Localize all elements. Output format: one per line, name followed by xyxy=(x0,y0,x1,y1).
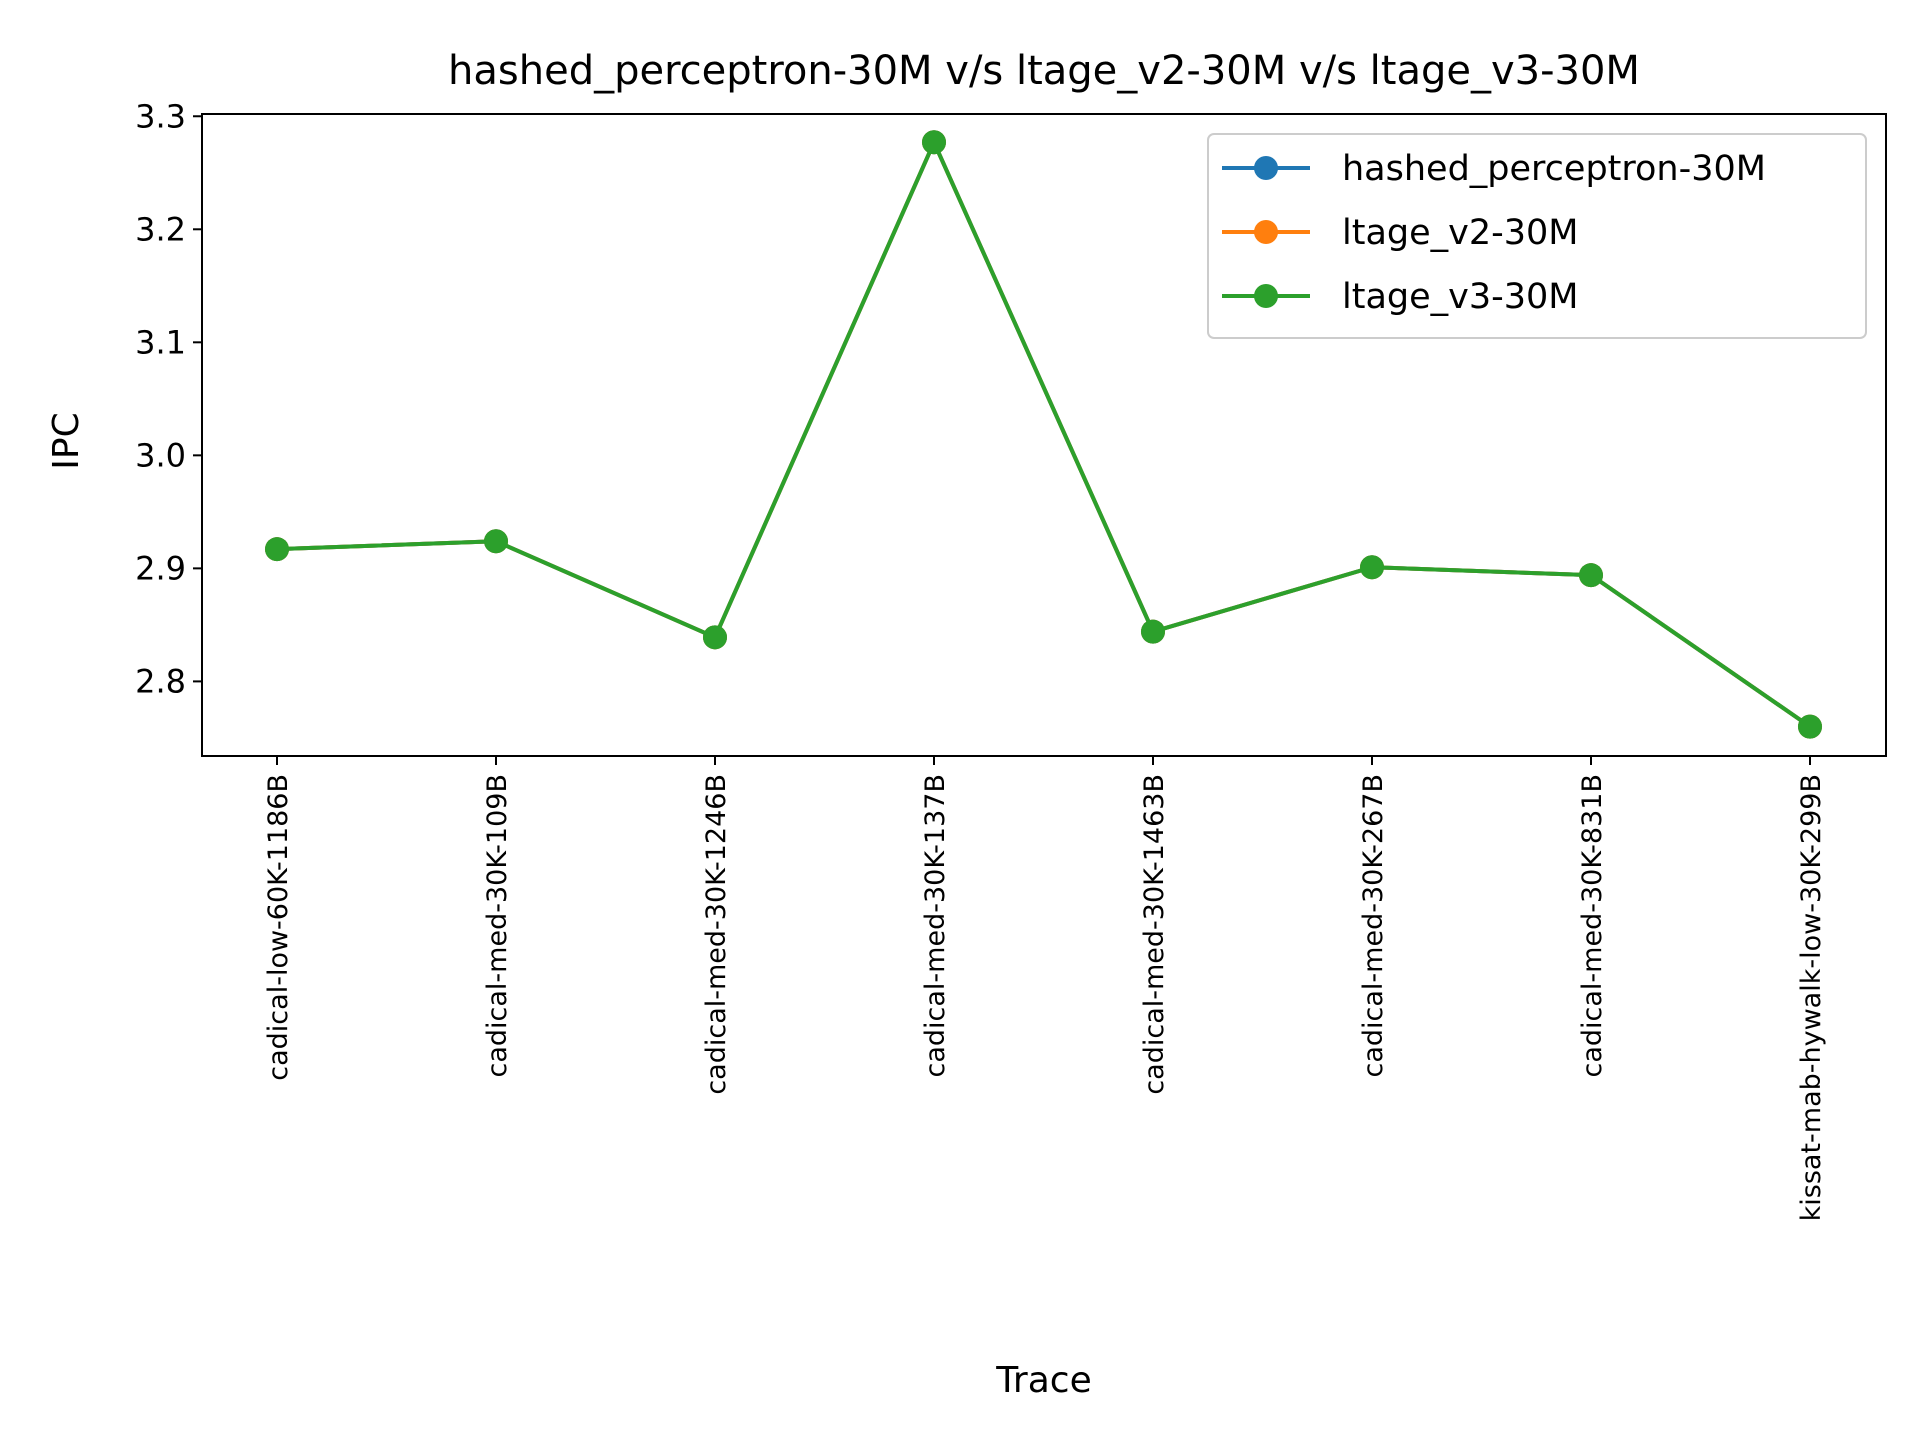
plot-area: 2.8 2.9 3.0 3.1 3.2 3.3 cadical-low-60K-1186B c… xyxy=(135,97,1887,1221)
legend-label: ltage_v3-30M xyxy=(1342,277,1579,317)
x-tick-label: cadical-med-30K-1463B xyxy=(1139,774,1170,1095)
legend-box xyxy=(1207,133,1867,339)
legend-label: ltage_v2-30M xyxy=(1342,213,1579,253)
x-tick-label: kissat-mab-hywalk-low-30K-299B xyxy=(1796,774,1827,1221)
data-point xyxy=(265,537,289,562)
legend-label: hashed_perceptron-30M xyxy=(1342,149,1766,189)
data-point xyxy=(1141,619,1165,644)
y-axis-label: IPC xyxy=(46,412,87,469)
x-tick-label: cadical-med-30K-109B xyxy=(482,774,513,1078)
x-tick-label: cadical-med-30K-267B xyxy=(1358,774,1389,1078)
chart-title: hashed_perceptron-30M v/s ltage_v2-30M v… xyxy=(448,48,1640,94)
data-point xyxy=(703,625,727,650)
data-point xyxy=(484,529,508,554)
y-tick-label: 3.0 xyxy=(135,436,186,474)
y-tick-label: 2.9 xyxy=(135,549,186,587)
data-point xyxy=(922,130,946,155)
legend: hashed_perceptron-30M ltage_v2-30M ltage_v… xyxy=(1207,133,1867,339)
y-tick-label: 2.8 xyxy=(135,662,186,700)
x-tick-label: cadical-med-30K-1246B xyxy=(701,774,732,1095)
data-point xyxy=(1360,555,1384,580)
data-point xyxy=(1798,714,1822,739)
x-axis-label: Trace xyxy=(995,1360,1092,1401)
legend-marker xyxy=(1254,284,1278,308)
data-point xyxy=(1579,563,1603,588)
series-line xyxy=(276,140,1812,729)
x-tick-label: cadical-med-30K-137B xyxy=(920,774,951,1078)
y-tick-label: 3.1 xyxy=(135,323,186,361)
y-tick-label: 3.2 xyxy=(135,210,186,248)
legend-marker xyxy=(1254,156,1278,180)
y-tick-label: 3.3 xyxy=(135,97,186,135)
x-tick-label: cadical-low-60K-1186B xyxy=(263,774,294,1081)
x-tick-label: cadical-med-30K-831B xyxy=(1577,774,1608,1078)
plot-frame xyxy=(201,113,1887,757)
legend-marker xyxy=(1254,220,1278,244)
